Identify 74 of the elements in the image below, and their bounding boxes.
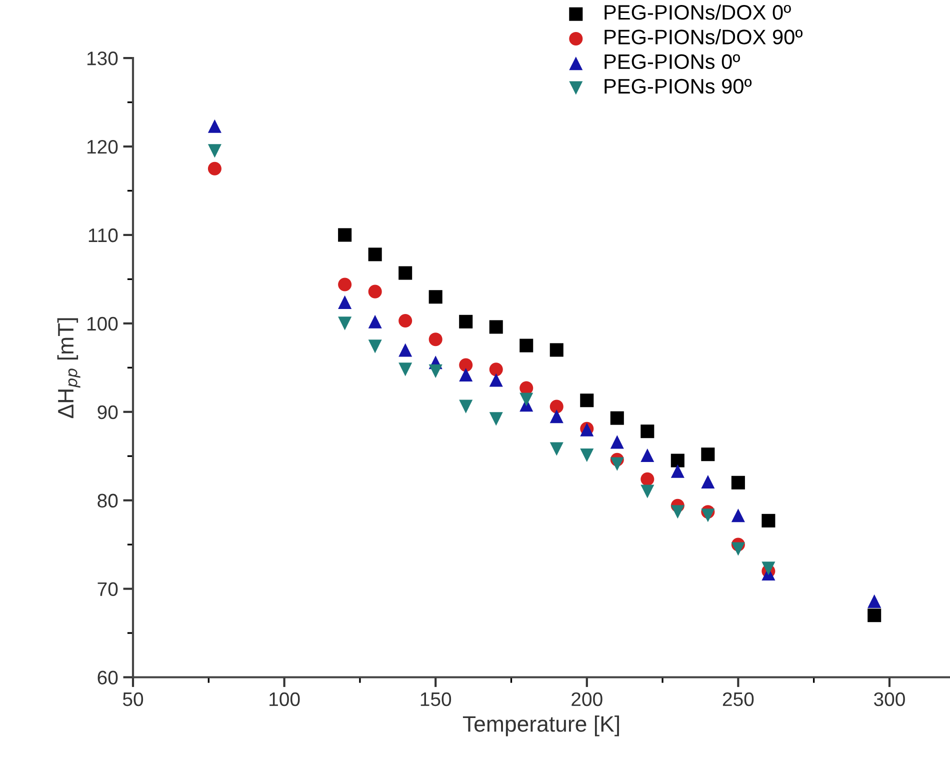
x-tick-label: 200	[572, 692, 602, 706]
point	[398, 343, 412, 357]
point	[489, 362, 503, 376]
point	[640, 472, 654, 486]
point	[459, 358, 473, 372]
point	[610, 435, 624, 449]
y-tick-label: 120	[87, 140, 118, 154]
point	[208, 119, 222, 133]
point	[868, 594, 882, 608]
point	[398, 362, 412, 376]
point	[489, 373, 503, 387]
legend-label: PEG-PIONs 0º	[604, 54, 740, 70]
point	[208, 162, 222, 176]
point	[670, 454, 684, 468]
point	[489, 320, 503, 334]
point	[338, 278, 352, 292]
point	[868, 608, 882, 622]
y-tick-label: 80	[98, 494, 118, 508]
y-axis-title: ΔH$_{pp}$ [mT]	[57, 318, 80, 418]
point	[550, 400, 564, 414]
point	[731, 508, 745, 522]
point	[550, 442, 564, 456]
point	[459, 368, 473, 382]
point	[338, 228, 352, 242]
point	[368, 340, 382, 354]
point	[701, 448, 715, 462]
point	[731, 542, 745, 556]
point	[762, 562, 776, 576]
point	[338, 316, 352, 330]
x-tick-label: 300	[874, 692, 905, 706]
point	[640, 484, 654, 498]
point	[701, 508, 715, 522]
legend-label: PEG-PIONs/DOX 0º	[604, 4, 791, 20]
point	[550, 410, 564, 424]
y-tick-label: 90	[98, 405, 118, 420]
x-tick-label: 250	[722, 692, 754, 706]
point	[580, 394, 594, 408]
y-tick-label: 130	[87, 52, 118, 66]
point	[398, 266, 412, 280]
point	[208, 144, 222, 158]
point	[670, 505, 684, 519]
point	[368, 284, 382, 298]
y-tick-label: 70	[98, 582, 118, 596]
point	[670, 464, 684, 478]
point	[610, 411, 624, 425]
point	[640, 448, 654, 462]
point	[368, 248, 382, 262]
y-tick-label: 100	[87, 316, 118, 331]
point	[550, 343, 564, 357]
x-tick-label: 100	[270, 692, 300, 706]
point	[520, 338, 534, 352]
x-tick-label: 150	[420, 692, 452, 706]
y-tick-label: 110	[88, 228, 118, 242]
legend-label: PEG-PIONs 90º	[604, 78, 752, 94]
point	[489, 412, 503, 426]
x-axis-title: Temperature [K]	[462, 716, 619, 736]
point	[459, 400, 473, 414]
point	[428, 332, 442, 346]
point	[398, 314, 412, 328]
point	[762, 514, 776, 528]
point	[731, 476, 745, 490]
x-tick-label: 50	[122, 692, 144, 706]
point	[459, 314, 473, 328]
y-tick-label: 60	[98, 670, 118, 684]
point	[520, 392, 534, 406]
legend-label: PEG-PIONs/DOX 90º	[604, 29, 803, 44]
point	[428, 364, 442, 378]
point	[428, 290, 442, 304]
point	[610, 457, 624, 471]
point	[640, 424, 654, 438]
point	[368, 314, 382, 328]
point	[580, 448, 594, 462]
point	[338, 295, 352, 309]
point	[701, 474, 715, 489]
